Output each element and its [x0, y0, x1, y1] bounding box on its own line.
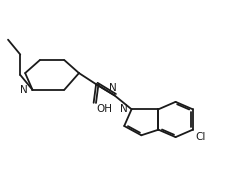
Text: N: N: [20, 85, 28, 95]
Text: N: N: [120, 104, 128, 114]
Text: OH: OH: [96, 104, 112, 114]
Text: N: N: [109, 83, 117, 93]
Text: Cl: Cl: [195, 131, 206, 142]
